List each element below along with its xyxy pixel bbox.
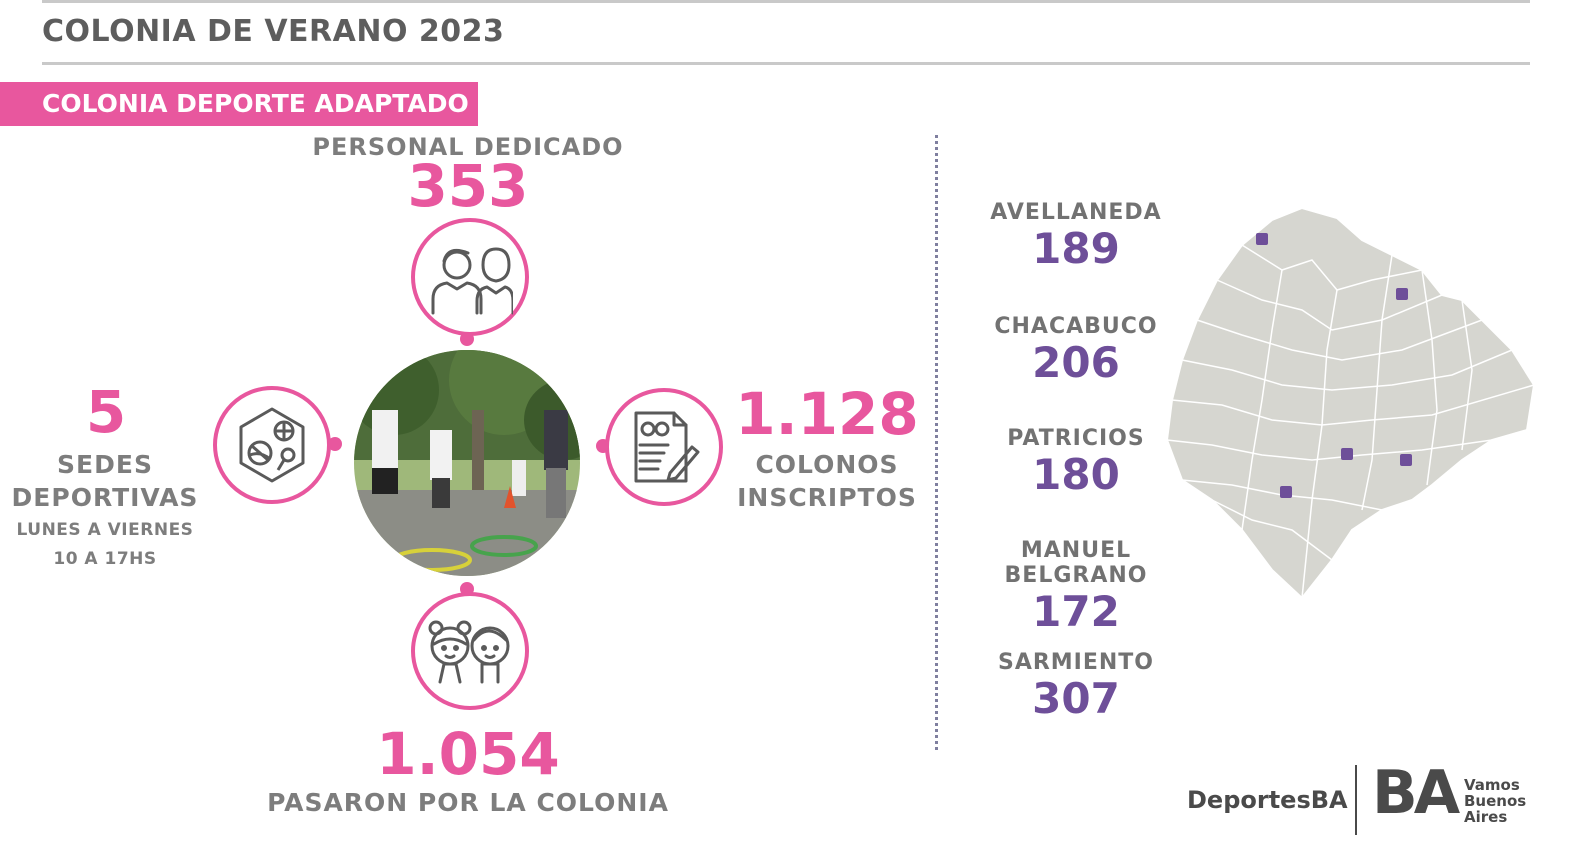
site-name: AVELLANEDA — [990, 200, 1162, 225]
site-name: MANUEL BELGRANO — [1004, 538, 1148, 588]
brand-separator — [1355, 765, 1357, 835]
brand-line: Vamos — [1464, 776, 1520, 794]
site-name: CHACABUCO — [994, 314, 1158, 339]
site-name: PATRICIOS — [1007, 426, 1145, 451]
site-marker-icon — [1256, 233, 1268, 245]
city-map — [1165, 206, 1536, 600]
pasaron-ring — [411, 592, 529, 710]
site-marker-icon — [1400, 454, 1412, 466]
activity-photo — [354, 350, 580, 576]
ba-logo: BA — [1372, 758, 1460, 828]
sedes-label-line2: DEPORTIVAS — [11, 483, 199, 512]
site-item: SARMIENTO 307 — [948, 650, 1204, 723]
section-title: COLONIA DEPORTE ADAPTADO — [42, 89, 469, 118]
sedes-label: SEDES DEPORTIVAS — [0, 448, 210, 514]
personal-connector-dot — [460, 332, 474, 346]
site-item: AVELLANEDA 189 — [948, 200, 1204, 273]
pasaron-value: 1.054 — [376, 720, 560, 788]
vamos-buenos-aires-logo: Vamos Buenos Aires — [1464, 777, 1526, 825]
site-value: 307 — [1032, 674, 1120, 723]
deportesba-logo: DeportesBA — [1187, 786, 1348, 814]
brand-line: Buenos — [1464, 792, 1527, 810]
colonos-value: 1.128 — [735, 380, 919, 448]
top-rule — [42, 0, 1530, 3]
personal-ring — [411, 218, 529, 336]
site-value: 172 — [1032, 587, 1120, 636]
pasaron-label: PASARON POR LA COLONIA — [267, 788, 669, 817]
sedes-ring — [213, 386, 331, 504]
sports-balls-icon — [239, 407, 305, 483]
personal-label: PERSONAL DEDICADO — [312, 133, 624, 161]
colonos-label-line2: INSCRIPTOS — [737, 483, 917, 512]
site-item: PATRICIOS 180 — [948, 426, 1204, 499]
brand-line: Aires — [1464, 808, 1508, 826]
site-name: SARMIENTO — [997, 650, 1155, 675]
personal-value: 353 — [407, 152, 529, 220]
colonos-ring — [605, 388, 723, 506]
page-title: COLONIA DE VERANO 2023 — [42, 14, 505, 49]
staff-people-icon — [431, 247, 513, 315]
sedes-connector-dot — [328, 437, 342, 451]
sedes-schedule-days: LUNES A VIERNES — [16, 520, 194, 540]
section-band: COLONIA DEPORTE ADAPTADO — [0, 82, 478, 126]
site-value: 189 — [1032, 224, 1120, 273]
site-value: 180 — [1032, 450, 1120, 499]
map-neighborhood-borders — [1166, 244, 1535, 599]
site-marker-icon — [1396, 288, 1408, 300]
colonos-label-line1: COLONOS — [755, 450, 899, 479]
sedes-value: 5 — [85, 378, 127, 446]
colonos-label: COLONOS INSCRIPTOS — [722, 448, 932, 514]
site-item: CHACABUCO 206 — [948, 314, 1204, 387]
title-rule — [42, 62, 1530, 65]
children-icon — [428, 620, 510, 684]
sedes-label-line1: SEDES — [57, 450, 153, 479]
site-value: 206 — [1032, 338, 1120, 387]
map-outline — [1165, 206, 1536, 600]
sedes-schedule: LUNES A VIERNES 10 A 17HS — [0, 516, 210, 574]
registration-form-icon — [634, 411, 700, 483]
site-marker-icon — [1280, 486, 1292, 498]
map-site-markers — [1256, 233, 1412, 498]
site-marker-icon — [1341, 448, 1353, 460]
site-item: MANUEL BELGRANO 172 — [948, 538, 1204, 636]
sedes-schedule-hours: 10 A 17HS — [53, 549, 157, 569]
dotted-divider — [935, 135, 938, 750]
